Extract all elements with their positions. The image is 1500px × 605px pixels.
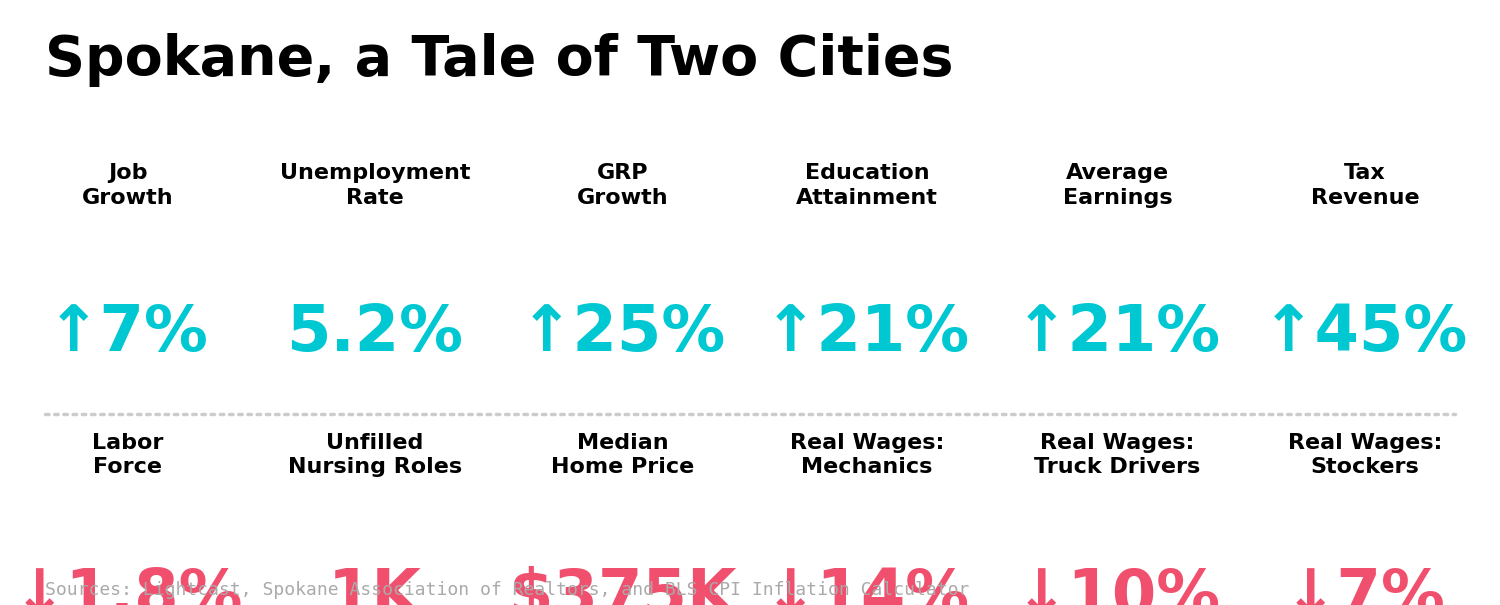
Text: Average
Earnings: Average Earnings [1062, 163, 1173, 208]
Text: 1K: 1K [328, 566, 422, 605]
Text: Job
Growth: Job Growth [81, 163, 174, 208]
Text: Sources: Lightcast, Spokane Association of Realtors, and BLS CPI Inflation Calcu: Sources: Lightcast, Spokane Association … [45, 581, 969, 599]
Text: Education
Attainment: Education Attainment [796, 163, 938, 208]
Text: Median
Home Price: Median Home Price [550, 433, 694, 477]
Text: ↑7%: ↑7% [46, 302, 209, 364]
Text: Real Wages:
Stockers: Real Wages: Stockers [1288, 433, 1442, 477]
Text: ↑25%: ↑25% [519, 302, 726, 364]
Text: Unemployment
Rate: Unemployment Rate [279, 163, 471, 208]
Text: $375K: $375K [509, 566, 736, 605]
Text: ↓10%: ↓10% [1014, 566, 1221, 605]
Text: Spokane, a Tale of Two Cities: Spokane, a Tale of Two Cities [45, 33, 954, 87]
Text: Real Wages:
Mechanics: Real Wages: Mechanics [790, 433, 944, 477]
Text: Tax
Revenue: Tax Revenue [1311, 163, 1419, 208]
Text: GRP
Growth: GRP Growth [576, 163, 669, 208]
Text: ↑21%: ↑21% [764, 302, 970, 364]
Text: ↓7%: ↓7% [1284, 566, 1446, 605]
Text: ↓14%: ↓14% [764, 566, 970, 605]
Text: 5.2%: 5.2% [286, 302, 464, 364]
Text: ↓1.8%: ↓1.8% [12, 566, 243, 605]
Text: Labor
Force: Labor Force [92, 433, 164, 477]
Text: Unfilled
Nursing Roles: Unfilled Nursing Roles [288, 433, 462, 477]
Text: ↑21%: ↑21% [1014, 302, 1221, 364]
Text: ↑45%: ↑45% [1262, 302, 1468, 364]
Text: Real Wages:
Truck Drivers: Real Wages: Truck Drivers [1035, 433, 1200, 477]
